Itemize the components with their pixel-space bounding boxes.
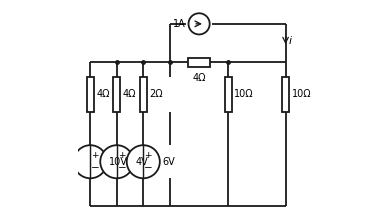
Bar xyxy=(87,77,94,112)
Circle shape xyxy=(127,145,160,178)
Circle shape xyxy=(100,145,133,178)
Text: +: + xyxy=(92,151,99,160)
Bar xyxy=(282,77,289,112)
Text: +: + xyxy=(118,151,126,160)
Bar xyxy=(140,77,147,112)
Text: $i$: $i$ xyxy=(288,34,293,46)
Text: −: − xyxy=(117,163,126,173)
Text: +: + xyxy=(144,151,152,160)
Text: 4Ω: 4Ω xyxy=(123,89,136,99)
Text: 4Ω: 4Ω xyxy=(97,89,110,99)
Circle shape xyxy=(74,145,107,178)
Circle shape xyxy=(188,13,210,34)
Text: 2Ω: 2Ω xyxy=(149,89,163,99)
Text: 4V: 4V xyxy=(136,157,148,167)
Bar xyxy=(225,77,232,112)
Text: 1A: 1A xyxy=(173,19,186,29)
Text: −: − xyxy=(144,163,153,173)
Text: 10Ω: 10Ω xyxy=(234,89,254,99)
Text: 10V: 10V xyxy=(109,157,128,167)
Bar xyxy=(188,58,210,67)
Bar xyxy=(113,77,120,112)
Text: 10Ω: 10Ω xyxy=(292,89,311,99)
Text: −: − xyxy=(91,163,100,173)
Text: 6V: 6V xyxy=(162,157,175,167)
Text: 4Ω: 4Ω xyxy=(192,73,206,83)
